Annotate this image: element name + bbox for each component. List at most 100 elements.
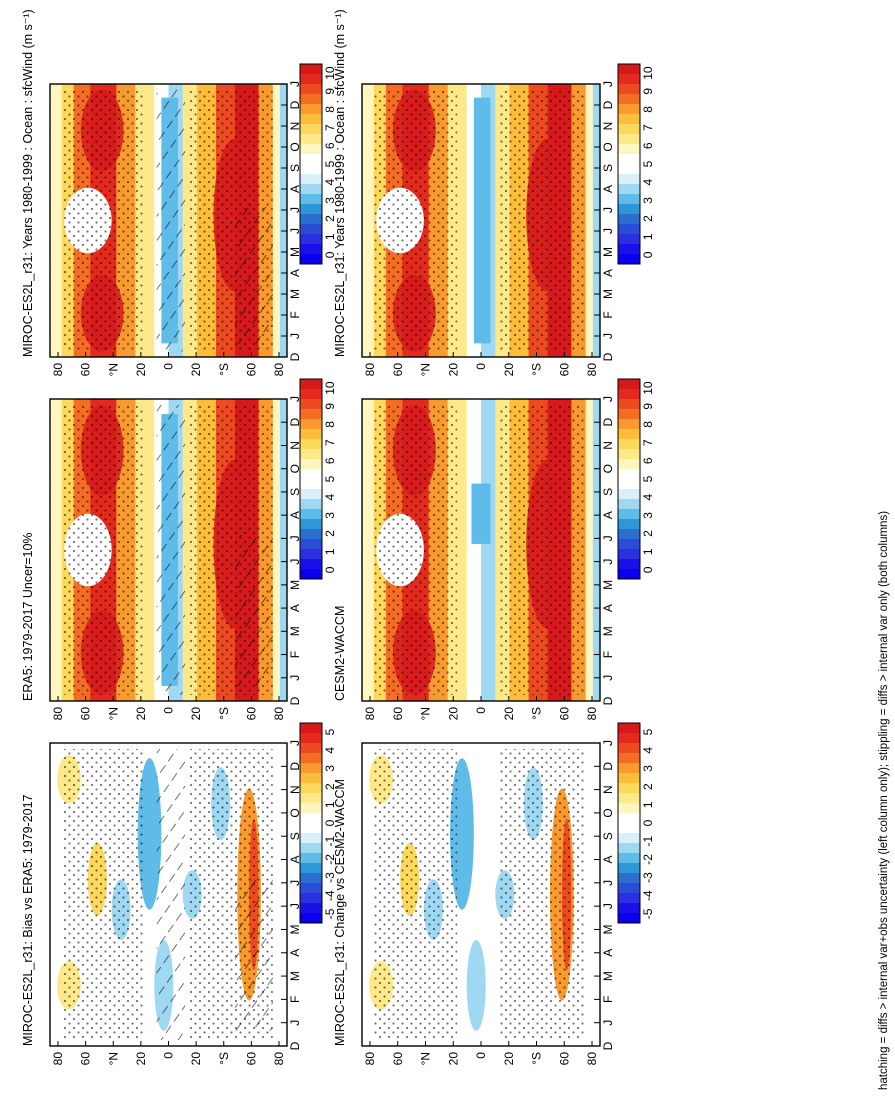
lat-tick-label: 20 <box>134 707 148 721</box>
colorbar-swatch <box>618 903 640 914</box>
lat-tick-label: 0 <box>474 363 488 370</box>
colorbar-swatch <box>618 429 640 440</box>
panel-title: ERA5: 1979-2017 Uncer=10% <box>21 532 35 701</box>
panel-left-bottom: D J F M A M J J A S O N D J 80 60 °N 20 0 20 °S 60 80 MIROC-ES2… <box>21 740 302 1065</box>
lat-tick-label: 80 <box>363 707 377 721</box>
colorbar-swatch <box>300 743 322 754</box>
colorbar-label: -1 <box>641 836 655 847</box>
colorbar-swatch <box>300 389 322 400</box>
month-tick-label: M <box>601 924 615 934</box>
colorbar-label: 9 <box>323 88 337 95</box>
colorbar-label: 6 <box>641 142 655 149</box>
lat-tick-label: 60 <box>391 1052 405 1066</box>
month-tick-label: J <box>288 333 302 339</box>
month-tick-label: M <box>601 247 615 257</box>
colorbar-label: 6 <box>641 457 655 464</box>
lat-tick-label: 20 <box>189 707 203 721</box>
colorbar-swatch <box>618 803 640 814</box>
month-tick-label: M <box>288 626 302 636</box>
lat-tick-label: °N <box>419 363 433 376</box>
month-tick-label: N <box>601 122 615 131</box>
colorbar-frame <box>299 722 323 924</box>
colorbar-swatch <box>618 733 640 744</box>
lat-tick-label: 60 <box>244 707 258 721</box>
colorbar-label: 4 <box>641 747 655 754</box>
colorbar-label: 7 <box>323 124 337 131</box>
month-tick-label: D <box>288 762 302 771</box>
lat-tick-label: 80 <box>51 1052 65 1066</box>
month-tick-label: D <box>288 418 302 427</box>
colorbar-label: 1 <box>323 548 337 555</box>
colorbar-swatch <box>618 104 640 115</box>
month-tick-label: J <box>601 1020 615 1026</box>
colorbar-swatch <box>618 214 640 225</box>
month-tick-label: A <box>601 269 615 277</box>
colorbars-layer: 1098765432101098765432101098765432101098… <box>299 63 655 924</box>
month-tick-label: M <box>288 247 302 257</box>
month-tick-label: D <box>601 100 615 109</box>
month-tick-label: D <box>601 352 615 361</box>
field-band <box>50 399 63 701</box>
colorbar-right-2: 5 4 3 2 1 0 -1 -2 -3 -4 -5 <box>299 722 337 924</box>
colorbar-swatch <box>300 549 322 560</box>
colorbar-label: 7 <box>641 124 655 131</box>
colorbar-swatch <box>618 783 640 794</box>
hatching <box>234 879 273 1031</box>
month-tick-label: S <box>601 164 615 172</box>
colorbar-swatch <box>618 753 640 764</box>
month-tick-label: J <box>288 81 302 87</box>
colorbar-swatch <box>618 459 640 470</box>
panel-right-middle: D J F M A M J J A S O N D J 80 60 °N 20 0 20 °S 60 80 CESM2-WAC… <box>333 396 615 720</box>
colorbar-swatch <box>618 224 640 235</box>
hatching <box>234 206 273 344</box>
month-tick-label: D <box>288 1041 302 1050</box>
colorbar-swatch <box>300 823 322 834</box>
colorbar-label: 4 <box>323 494 337 501</box>
month-tick-label: A <box>288 185 302 193</box>
panel-left-middle: D J F M A M J J A S O N D J 80 60 °N 20 0 20 °S 60 80 ERA5: 197… <box>21 396 302 720</box>
colorbar-label: 2 <box>641 783 655 790</box>
lat-tick-label: 80 <box>51 363 65 377</box>
colorbar-swatch <box>300 903 322 914</box>
colorbar-swatch <box>618 549 640 560</box>
stippling <box>373 405 458 695</box>
lat-tick-label: 0 <box>474 1052 488 1059</box>
colorbar-label: 5 <box>641 475 655 482</box>
stippling <box>61 405 145 695</box>
lat-tick-label: 80 <box>585 363 599 377</box>
colorbar-label: 8 <box>641 106 655 113</box>
colorbar-swatch <box>618 763 640 774</box>
colorbar-swatch <box>300 853 322 864</box>
colorbar-swatch <box>618 144 640 155</box>
lat-tick-label: 20 <box>189 363 203 377</box>
month-tick-label: D <box>601 418 615 427</box>
colorbar-swatch <box>618 723 640 734</box>
colorbar-swatch <box>618 64 640 75</box>
colorbar-swatch <box>618 873 640 884</box>
lat-tick-label: 60 <box>79 1052 93 1066</box>
colorbar-swatch <box>618 94 640 105</box>
month-tick-label: M <box>601 580 615 590</box>
month-tick-label: F <box>288 311 302 318</box>
colorbar-swatch <box>618 234 640 245</box>
colorbar-swatch <box>618 883 640 894</box>
colorbar-label: 1 <box>641 801 655 808</box>
colorbar-swatch <box>300 439 322 450</box>
colorbar-swatch <box>300 254 322 265</box>
colorbar-swatch <box>618 539 640 550</box>
lat-tick-label: 20 <box>502 1052 516 1066</box>
month-tick-label: D <box>601 762 615 771</box>
colorbar-swatch <box>618 154 640 165</box>
colorbar-swatch <box>618 439 640 450</box>
colorbar-swatch <box>300 154 322 165</box>
lat-tick-label: °S <box>530 1052 544 1065</box>
colorbar-swatch <box>300 114 322 125</box>
lat-tick-label: 60 <box>244 1052 258 1066</box>
lat-tick-label: 60 <box>557 1052 571 1066</box>
panel-title: MIROC-ES2L_r31: Change vs CESM2-WACCM <box>333 779 347 1046</box>
colorbar-label: -4 <box>323 890 337 901</box>
month-tick-label: A <box>601 511 615 519</box>
